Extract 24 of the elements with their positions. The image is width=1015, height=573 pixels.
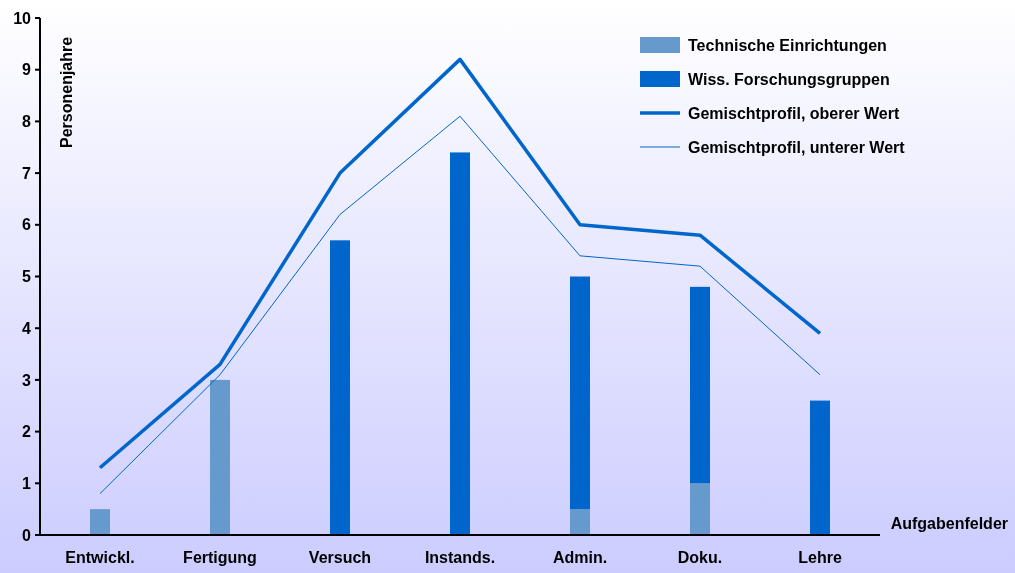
y-tick-label: 5	[22, 268, 32, 286]
x-tick-label: Entwickl.	[65, 549, 135, 566]
y-tick-label: 6	[22, 216, 32, 234]
x-tick-label: Fertigung	[183, 549, 257, 566]
x-tick-label: Versuch	[308, 549, 372, 566]
legend-label: Gemischtprofil, oberer Wert	[688, 104, 900, 122]
y-tick-label: 4	[22, 319, 32, 337]
y-tick-label: 9	[22, 61, 32, 79]
legend-label: Wiss. Forschungsgruppen	[688, 70, 890, 88]
y-tick-label: 0	[22, 526, 32, 544]
y-tick-label: 1	[22, 474, 32, 492]
x-tick-label: Admin.	[552, 549, 608, 566]
y-axis-title: Personenjahre	[58, 36, 75, 148]
x-axis-title: Aufgabenfelder	[890, 515, 1008, 532]
x-tick-label: Lehre	[798, 549, 842, 566]
y-tick-label: 7	[22, 164, 32, 182]
x-tick-label: Doku.	[677, 549, 723, 566]
legend-label: Gemischtprofil, unterer Wert	[688, 138, 906, 156]
legend-label: Technische Einrichtungen	[688, 36, 887, 54]
y-tick-label: 8	[22, 113, 32, 130]
x-tick-label: Instands.	[424, 549, 496, 566]
y-tick-label: 3	[22, 371, 32, 389]
y-tick-label: 2	[22, 423, 32, 441]
y-tick-label: 10	[13, 9, 32, 27]
